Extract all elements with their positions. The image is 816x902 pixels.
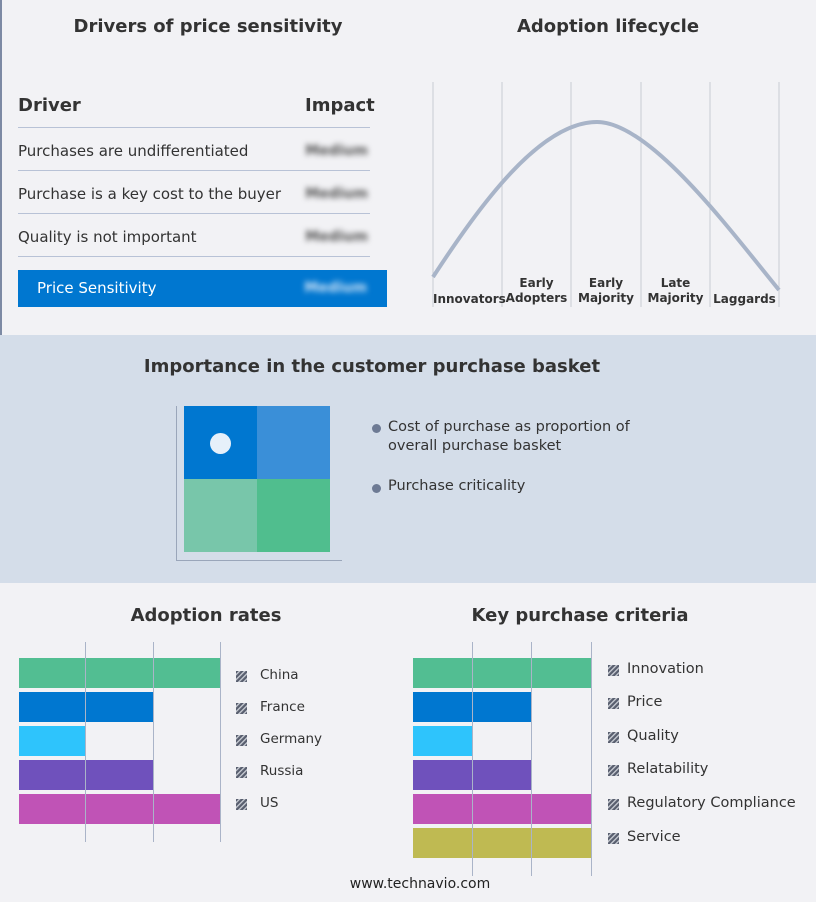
legend-label: Germany: [260, 731, 323, 747]
bar-quality: [413, 726, 473, 756]
stage-label: Laggards: [710, 292, 779, 307]
impact-header: Impact: [305, 95, 375, 116]
footer-url: www.technavio.com: [349, 876, 491, 892]
gridline: [531, 642, 533, 876]
driver-impact: Medium: [305, 186, 368, 202]
driver-header: Driver: [18, 95, 81, 116]
stage-label-line: Laggards: [713, 292, 776, 306]
matrix-cell-top-right: [257, 406, 330, 479]
legend-swatch-icon: [608, 833, 619, 844]
legend-label: Innovation: [627, 661, 704, 677]
gridline: [152, 642, 154, 842]
price-sensitivity-summary: Price Sensitivity Medium: [18, 270, 387, 307]
legend-swatch-icon: [608, 732, 619, 743]
basket-legend-criticality: Purchase criticality: [388, 478, 526, 494]
stage-label-line: Early: [588, 276, 624, 290]
adoption-rates-title: Adoption rates: [130, 605, 282, 626]
driver-row: Purchase is a key cost to the buyer Mediu…: [18, 171, 370, 214]
lifecycle-title: Adoption lifecycle: [516, 16, 700, 37]
legend-swatch-icon: [608, 665, 619, 676]
driver-row: Quality is not important Medium: [18, 214, 370, 257]
bar-regulatory-compliance: [413, 794, 592, 824]
bar-china: [19, 658, 221, 688]
stage-label: Early Majority: [571, 276, 641, 306]
legend-label: Regulatory Compliance: [627, 795, 796, 811]
stage-label: Early Adopters: [502, 276, 571, 306]
drivers-title: Drivers of price sensitivity: [73, 16, 343, 37]
stage-label: Late Majority: [641, 276, 710, 306]
basket-legend-cost: Cost of purchase as proportion of overal…: [388, 419, 630, 454]
legend-label: Relatability: [627, 761, 709, 777]
driver-label: Quality is not important: [18, 228, 197, 246]
stage-label: Innovators: [433, 292, 506, 307]
legend-label: Russia: [260, 763, 304, 779]
lifecycle-chart: [431, 82, 781, 307]
stage-label-line: Majority: [578, 291, 634, 305]
driver-label: Purchases are undifferentiated: [18, 142, 249, 160]
legend-swatch-icon: [608, 799, 619, 810]
matrix-y-axis: [176, 406, 177, 560]
legend-label: Service: [627, 829, 681, 845]
driver-label: Purchase is a key cost to the buyer: [18, 185, 282, 203]
driver-impact: Medium: [305, 143, 368, 159]
y-axis: [0, 0, 2, 200]
legend-label: Price: [627, 694, 663, 710]
matrix-x-axis: [176, 560, 342, 561]
legend-label: US: [260, 795, 279, 811]
bar-innovation: [413, 658, 592, 688]
position-marker: [210, 433, 231, 454]
legend-swatch-icon: [608, 698, 619, 709]
legend-swatch-icon: [236, 703, 247, 714]
stage-label-line: Innovators: [433, 292, 506, 306]
legend-bullet-icon: [372, 424, 381, 433]
legend-swatch-icon: [608, 765, 619, 776]
stage-label-line: Adopters: [505, 291, 568, 305]
legend-swatch-icon: [236, 799, 247, 810]
y-axis: [0, 200, 2, 434]
gridline: [220, 642, 221, 842]
summary-label: Price Sensitivity: [37, 279, 157, 297]
bar-russia: [19, 760, 154, 790]
driver-row: Purchases are undifferentiated Medium: [18, 128, 370, 171]
header-divider: [18, 127, 370, 128]
legend-swatch-icon: [236, 767, 247, 778]
legend-label: Quality: [627, 728, 679, 744]
stage-label-line: Late: [660, 276, 691, 290]
stage-label-line: Majority: [647, 291, 704, 305]
bar-france: [19, 692, 154, 722]
gridline: [471, 642, 473, 876]
bar-price: [413, 692, 533, 722]
adoption-curve: [431, 119, 781, 292]
bar-relatability: [413, 760, 533, 790]
gridline: [85, 642, 87, 842]
bar-germany: [19, 726, 87, 756]
gridline: [591, 642, 592, 876]
legend-bullet-icon: [372, 484, 381, 493]
driver-impact: Medium: [305, 229, 368, 245]
summary-impact: Medium: [304, 280, 367, 296]
basket-title: Importance in the customer purchase bask…: [143, 356, 601, 377]
kpc-title: Key purchase criteria: [471, 605, 689, 626]
basket-band: [0, 335, 816, 583]
bar-us: [19, 794, 221, 824]
matrix-cell-bottom-left: [184, 479, 257, 552]
matrix-cell-bottom-right: [257, 479, 330, 552]
legend-swatch-icon: [236, 735, 247, 746]
legend-label: China: [260, 667, 299, 683]
bar-service: [413, 828, 592, 858]
legend-swatch-icon: [236, 671, 247, 682]
legend-label: France: [260, 699, 305, 715]
stage-label-line: Early: [519, 276, 554, 290]
